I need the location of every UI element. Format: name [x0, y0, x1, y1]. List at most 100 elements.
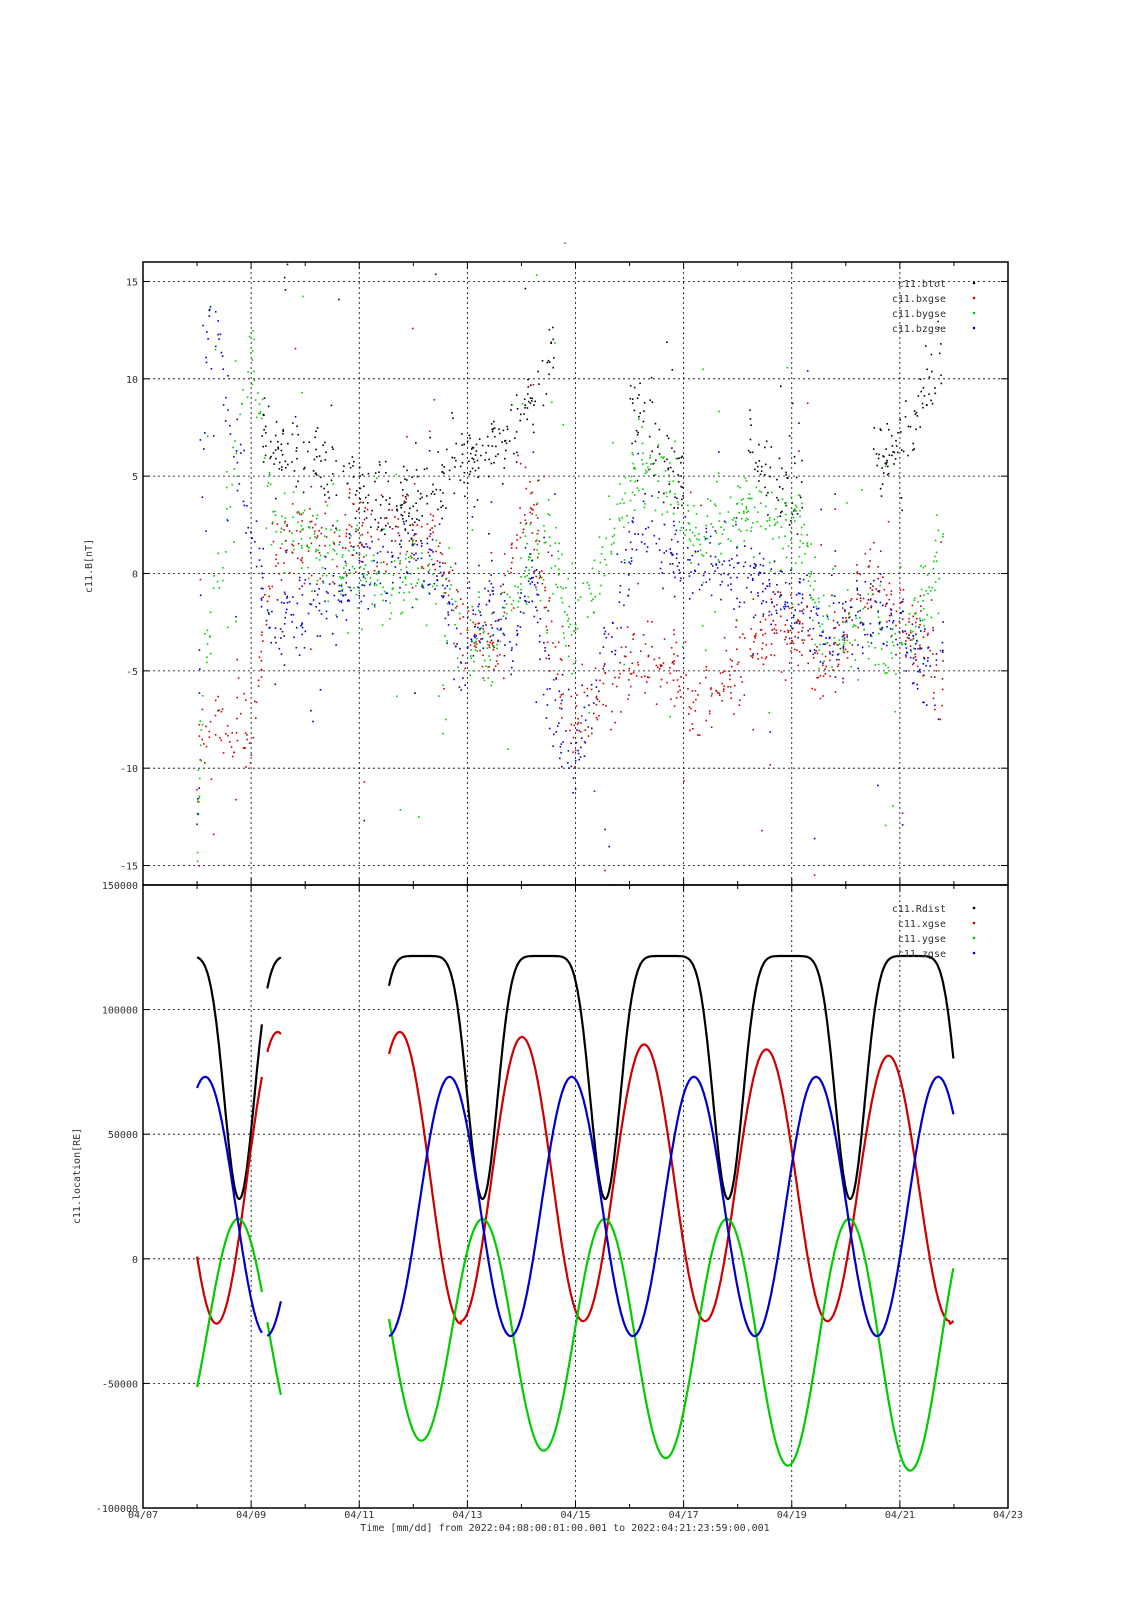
data-point [516, 408, 519, 410]
data-point [199, 439, 202, 441]
data-point [448, 603, 451, 605]
data-point [560, 659, 563, 661]
data-point [772, 537, 774, 540]
data-point [260, 565, 263, 567]
data-point [554, 342, 556, 344]
data-point [671, 554, 674, 556]
data-point [781, 467, 783, 470]
data-point [773, 632, 776, 635]
data-point [316, 635, 319, 637]
data-point [490, 624, 492, 626]
data-point [797, 631, 800, 634]
data-point [435, 550, 437, 553]
data-point [439, 489, 442, 491]
data-point [558, 574, 560, 576]
data-point [922, 387, 925, 389]
data-point [729, 496, 732, 499]
data-point [497, 619, 499, 622]
data-point [914, 413, 917, 416]
data-point [776, 612, 778, 614]
data-point [775, 609, 778, 612]
data-point [705, 551, 708, 554]
data-point [411, 517, 413, 520]
data-point [432, 483, 434, 486]
data-point [723, 688, 725, 690]
data-point [595, 695, 598, 698]
data-point [526, 418, 528, 421]
data-point [759, 621, 762, 623]
data-point [899, 602, 902, 604]
data-point [547, 359, 550, 362]
data-point [523, 398, 526, 401]
data-point [692, 544, 695, 547]
data-point [221, 355, 224, 357]
data-point [668, 481, 671, 483]
data-point [798, 422, 800, 424]
data-point [411, 586, 414, 589]
data-point [423, 468, 426, 471]
data-point [676, 501, 679, 503]
data-point [463, 443, 465, 446]
data-point [236, 717, 238, 720]
data-point [196, 789, 198, 791]
data-point [749, 451, 751, 454]
data-point [469, 452, 472, 455]
data-point [550, 341, 552, 344]
data-point [216, 580, 219, 583]
data-point [843, 642, 846, 644]
data-point [629, 499, 632, 502]
data-point [429, 583, 431, 586]
data-point [198, 777, 201, 780]
data-point [293, 636, 295, 639]
data-point [789, 642, 792, 645]
data-point [749, 409, 751, 411]
data-point [721, 700, 723, 702]
data-point [793, 648, 796, 651]
data-point [433, 399, 436, 401]
data-point [679, 529, 682, 532]
data-point [623, 526, 625, 528]
data-point [902, 610, 904, 613]
data-point [314, 523, 317, 526]
data-point [842, 645, 845, 648]
data-point [383, 590, 386, 593]
data-point [198, 692, 201, 694]
data-point [318, 455, 321, 457]
data-point [460, 662, 462, 664]
data-point [593, 790, 596, 792]
data-point [618, 601, 621, 603]
data-point [418, 816, 420, 818]
data-point [618, 519, 621, 522]
data-point [882, 576, 884, 578]
data-point [735, 619, 738, 621]
data-point [790, 520, 792, 522]
data-point [745, 480, 748, 482]
data-point [344, 571, 347, 573]
data-point [758, 480, 760, 482]
data-point [283, 276, 286, 279]
data-point [751, 451, 754, 454]
data-point [751, 497, 753, 500]
data-point [859, 594, 861, 596]
data-point [197, 769, 200, 771]
data-point [288, 601, 291, 603]
data-point [658, 453, 661, 455]
data-point [456, 657, 459, 660]
data-point [376, 584, 378, 586]
data-point [556, 673, 559, 676]
data-point [878, 621, 881, 624]
data-point [844, 601, 847, 603]
data-point [684, 516, 687, 518]
data-point [870, 605, 873, 607]
data-point [904, 643, 907, 645]
data-point [324, 459, 327, 461]
data-point [351, 565, 354, 568]
data-point [208, 309, 211, 312]
data-point [754, 506, 756, 509]
data-point [909, 649, 912, 651]
data-point [904, 416, 907, 418]
data-point [204, 432, 206, 434]
data-point [709, 500, 712, 502]
data-point [222, 579, 224, 582]
data-point [809, 594, 811, 596]
